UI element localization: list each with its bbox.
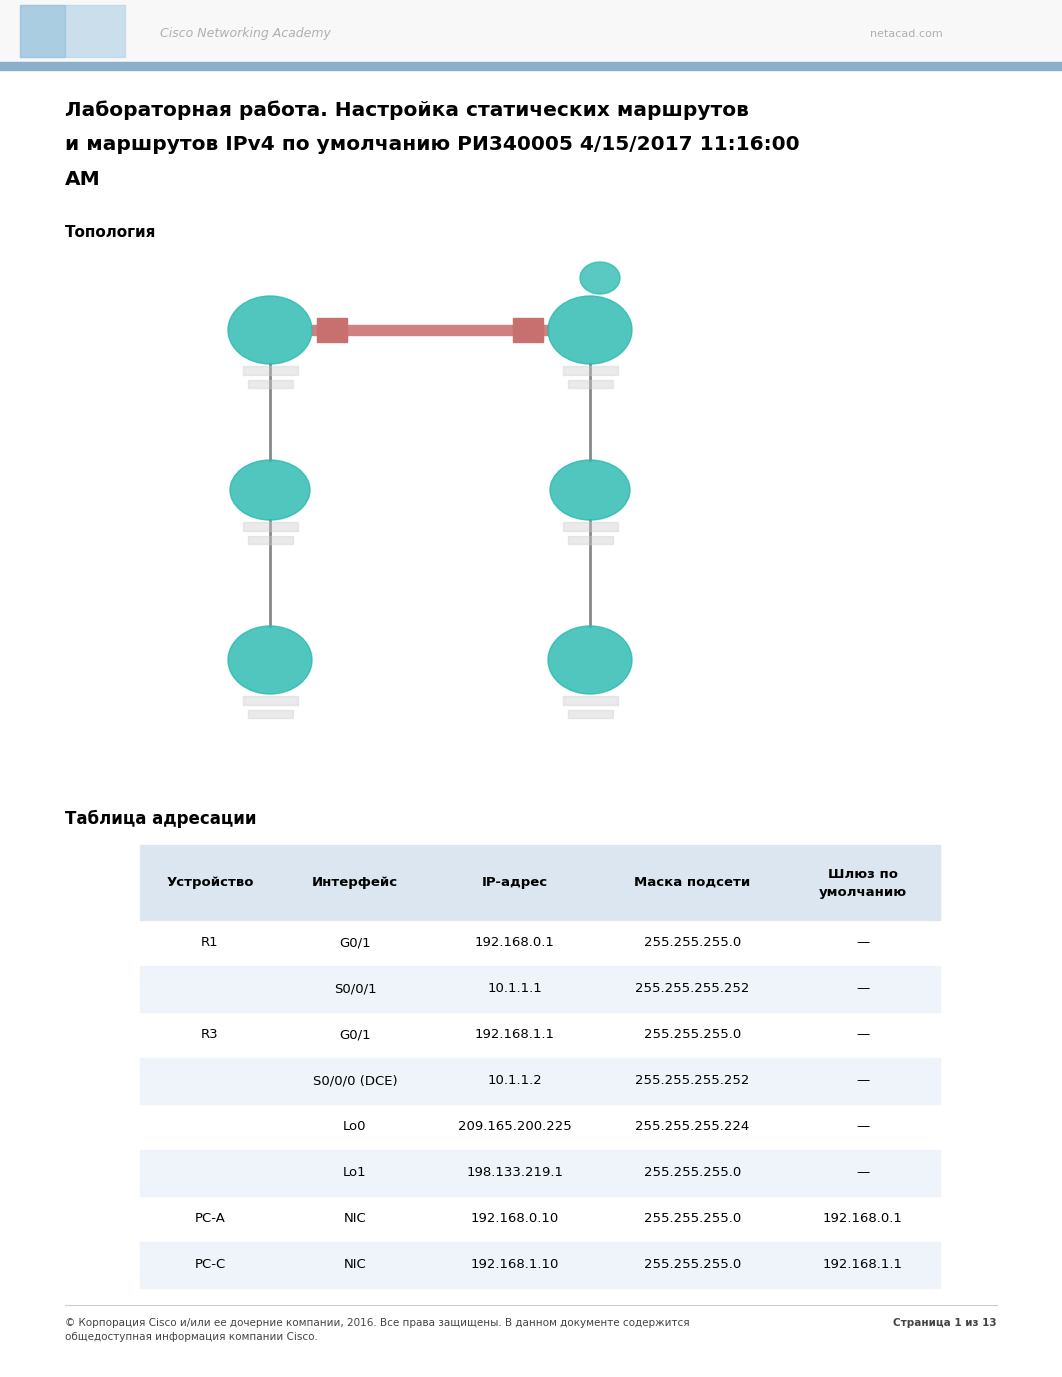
Bar [249,380,293,388]
Text: Cisco Networking Academy: Cisco Networking Academy [160,28,331,40]
Text: Интерфейс: Интерфейс [312,876,398,890]
Text: 192.168.0.1: 192.168.0.1 [475,936,555,950]
Bar [568,380,613,388]
Text: 192.168.1.1: 192.168.1.1 [475,1029,555,1041]
Text: PC-C: PC-C [194,1259,225,1271]
Ellipse shape [228,627,312,694]
Text: Шлюз по: Шлюз по [827,868,897,881]
Text: 192.168.1.10: 192.168.1.10 [470,1259,560,1271]
Bar [563,522,618,532]
Text: общедоступная информация компании Cisco.: общедоступная информация компании Cisco. [65,1332,318,1343]
Text: 209.165.200.225: 209.165.200.225 [458,1121,571,1133]
Text: IP-адрес: IP-адрес [482,876,548,890]
Bar [568,711,613,717]
Text: 255.255.255.0: 255.255.255.0 [644,1166,741,1180]
Bar [316,318,347,341]
Text: Маска подсети: Маска подсети [634,876,751,890]
Ellipse shape [228,296,312,364]
Bar [20,6,125,56]
Text: 255.255.255.224: 255.255.255.224 [635,1121,750,1133]
Text: Lo1: Lo1 [343,1166,366,1180]
Ellipse shape [580,262,620,295]
Bar [249,711,293,717]
Text: 10.1.1.2: 10.1.1.2 [487,1074,543,1088]
Text: R3: R3 [201,1029,219,1041]
Text: —: — [856,983,869,996]
Text: АМ: АМ [65,169,101,189]
Bar [568,536,613,544]
Text: и маршрутов IPv4 по умолчанию РИ340005 4/15/2017 11:16:00: и маршрутов IPv4 по умолчанию РИ340005 4… [65,135,800,154]
Text: NIC: NIC [344,1259,366,1271]
Text: 10.1.1.1: 10.1.1.1 [487,983,543,996]
Ellipse shape [230,460,310,521]
Text: S0/0/1: S0/0/1 [333,983,376,996]
Bar [140,967,940,1012]
Text: 255.255.255.0: 255.255.255.0 [644,1259,741,1271]
Text: 192.168.0.10: 192.168.0.10 [470,1213,559,1226]
Text: NIC: NIC [344,1213,366,1226]
Bar [20,6,65,56]
Bar [0,62,1062,70]
Text: netacad.com: netacad.com [870,29,943,39]
Bar [140,1150,940,1197]
Text: —: — [856,1166,869,1180]
Text: 255.255.255.0: 255.255.255.0 [644,1029,741,1041]
Bar [563,366,618,375]
Text: PC-A: PC-A [194,1213,225,1226]
Text: G0/1: G0/1 [339,1029,371,1041]
Text: 192.168.0.1: 192.168.0.1 [823,1213,903,1226]
Text: —: — [856,1074,869,1088]
Bar [140,845,940,920]
Bar [243,366,298,375]
Text: —: — [856,1121,869,1133]
Text: Лабораторная работа. Настройка статических маршрутов: Лабораторная работа. Настройка статическ… [65,101,749,120]
Bar [243,695,298,705]
Text: R1: R1 [201,936,219,950]
Bar [140,1058,940,1104]
Text: © Корпорация Cisco и/или ее дочерние компании, 2016. Все права защищены. В данно: © Корпорация Cisco и/или ее дочерние ком… [65,1318,689,1327]
Text: Устройство: Устройство [167,876,254,890]
Text: 255.255.255.252: 255.255.255.252 [635,983,750,996]
Text: Страница 1 из 13: Страница 1 из 13 [893,1318,997,1327]
Bar [0,0,1062,62]
Text: 192.168.1.1: 192.168.1.1 [822,1259,903,1271]
Text: 198.133.219.1: 198.133.219.1 [466,1166,564,1180]
Text: G0/1: G0/1 [339,936,371,950]
Text: 255.255.255.0: 255.255.255.0 [644,1213,741,1226]
Text: умолчанию: умолчанию [819,885,907,899]
Text: 255.255.255.252: 255.255.255.252 [635,1074,750,1088]
Bar [312,325,548,335]
Bar [563,695,618,705]
Text: Таблица адресации: Таблица адресации [65,810,257,828]
Ellipse shape [550,460,630,521]
Text: 255.255.255.0: 255.255.255.0 [644,936,741,950]
Ellipse shape [548,296,632,364]
Bar [243,522,298,532]
Text: —: — [856,1029,869,1041]
Text: —: — [856,936,869,950]
Bar [140,1242,940,1287]
Text: S0/0/0 (DCE): S0/0/0 (DCE) [312,1074,397,1088]
Text: Lo0: Lo0 [343,1121,366,1133]
Bar [249,536,293,544]
Text: Топология: Топология [65,224,156,240]
Bar [513,318,543,341]
Ellipse shape [548,627,632,694]
